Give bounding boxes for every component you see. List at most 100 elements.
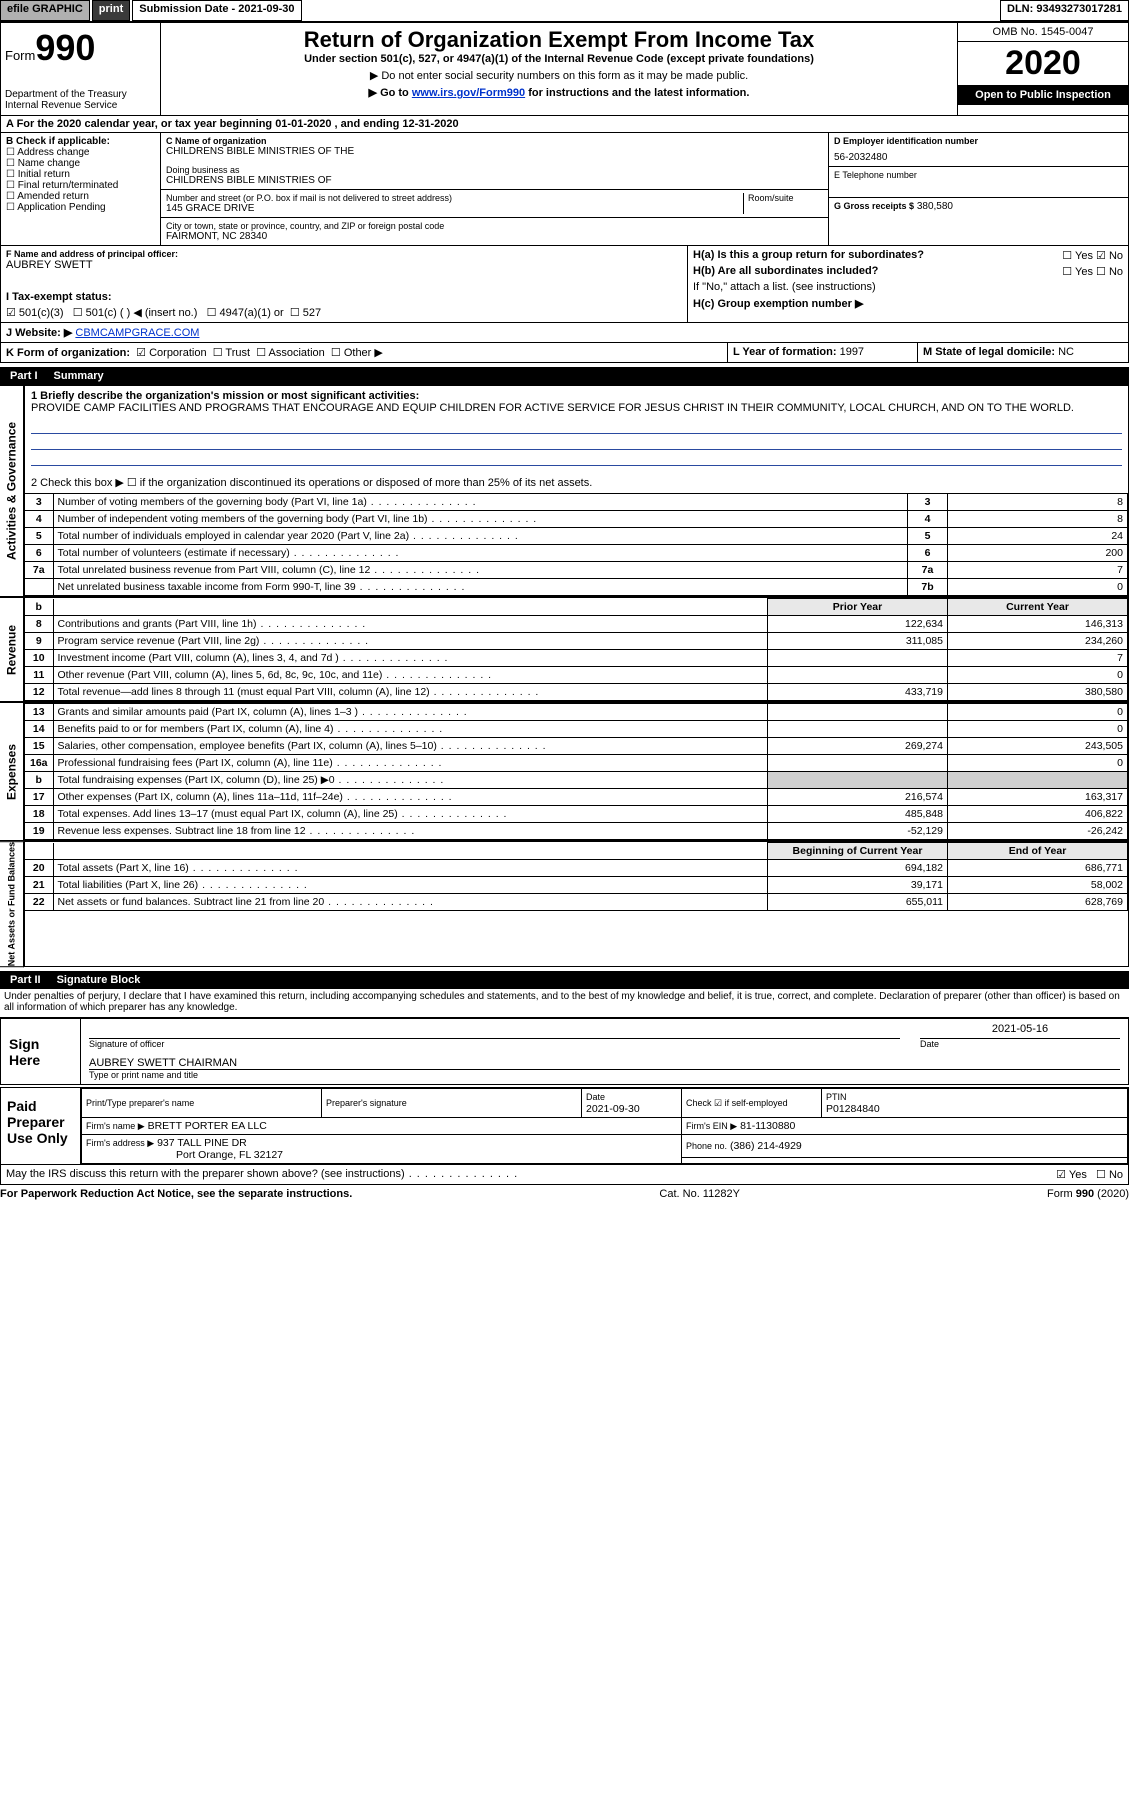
footer-left: For Paperwork Reduction Act Notice, see … — [0, 1188, 352, 1200]
form-word: Form — [5, 48, 35, 63]
chk-name-change[interactable]: Name change — [6, 158, 155, 169]
discuss-yes[interactable]: Yes — [1056, 1169, 1087, 1181]
table-row: 7aTotal unrelated business revenue from … — [25, 562, 1128, 579]
chk-initial-return[interactable]: Initial return — [6, 169, 155, 180]
sign-date: 2021-05-16 — [920, 1023, 1120, 1039]
firm-ein: 81-1130880 — [740, 1120, 795, 1132]
table-row: 3Number of voting members of the governi… — [25, 494, 1128, 511]
section-klm: K Form of organization: Corporation Trus… — [0, 343, 1129, 363]
footer: For Paperwork Reduction Act Notice, see … — [0, 1185, 1129, 1203]
discuss-q: May the IRS discuss this return with the… — [6, 1168, 963, 1181]
mission-text: PROVIDE CAMP FACILITIES AND PROGRAMS THA… — [31, 402, 1122, 414]
form-number: 990 — [35, 27, 95, 68]
signer-name: AUBREY SWETT CHAIRMAN — [89, 1057, 1120, 1070]
table-row: 21Total liabilities (Part X, line 26)39,… — [25, 877, 1128, 894]
subtitle-2: ▶ Do not enter social security numbers o… — [165, 69, 953, 82]
table-row: 10Investment income (Part VIII, column (… — [25, 650, 1128, 667]
hb-yes[interactable]: Yes — [1062, 266, 1093, 278]
chk-trust[interactable]: Trust — [213, 347, 250, 359]
part-ii-title: Signature Block — [51, 972, 147, 988]
paid-preparer-block: Paid Preparer Use Only Print/Type prepar… — [0, 1087, 1129, 1165]
mission-line-3 — [31, 450, 1122, 466]
l-label: L Year of formation: — [733, 346, 837, 358]
end-year-hdr: End of Year — [948, 843, 1128, 860]
city-value: FAIRMONT, NC 28340 — [166, 231, 823, 242]
table-row: 18Total expenses. Add lines 13–17 (must … — [25, 806, 1128, 823]
side-revenue: Revenue — [0, 597, 24, 702]
firm-phone-lbl: Phone no. — [686, 1141, 727, 1151]
q2-text: 2 Check this box ▶ ☐ if the organization… — [31, 476, 1122, 489]
table-row: 14Benefits paid to or for members (Part … — [25, 721, 1128, 738]
side-governance: Activities & Governance — [0, 385, 24, 597]
f-label: F Name and address of principal officer: — [6, 249, 682, 259]
table-row: 17Other expenses (Part IX, column (A), l… — [25, 789, 1128, 806]
discuss-no[interactable]: No — [1096, 1169, 1123, 1181]
prep-date-lbl: Date — [586, 1092, 605, 1102]
ha-no[interactable]: No — [1096, 250, 1123, 262]
chk-assoc[interactable]: Association — [256, 347, 325, 359]
website-link[interactable]: CBMCAMPGRACE.COM — [75, 327, 199, 339]
part-ii-num: Part II — [0, 972, 51, 988]
ptin-val: P01284840 — [826, 1103, 880, 1115]
room-label: Room/suite — [748, 193, 823, 203]
sig-officer-label: Signature of officer — [89, 1039, 900, 1049]
hb-no[interactable]: No — [1096, 266, 1123, 278]
form-header: Form990 Department of the Treasury Inter… — [0, 22, 1129, 116]
chk-address-change[interactable]: Address change — [6, 147, 155, 158]
ein-label: D Employer identification number — [834, 136, 1123, 146]
j-label: J Website: ▶ — [6, 327, 72, 339]
chk-corp[interactable]: Corporation — [136, 347, 206, 359]
i-label: I Tax-exempt status: — [6, 291, 112, 303]
sign-here-block: Sign Here Signature of officer 2021-05-1… — [0, 1017, 1129, 1085]
chk-501c3[interactable]: 501(c)(3) — [6, 307, 64, 319]
governance-table: 3Number of voting members of the governi… — [25, 493, 1128, 596]
chk-other[interactable]: Other ▶ — [331, 347, 383, 359]
table-row: 11Other revenue (Part VIII, column (A), … — [25, 667, 1128, 684]
year-formed: 1997 — [840, 346, 864, 358]
tax-year: 2020 — [958, 42, 1128, 85]
efile-btn[interactable]: efile GRAPHIC — [0, 0, 90, 21]
part-i-title: Summary — [48, 368, 110, 384]
activities-governance: Activities & Governance 1 Briefly descri… — [0, 385, 1129, 597]
dba-label: Doing business as — [166, 165, 823, 175]
expenses-section: Expenses 13Grants and similar amounts pa… — [0, 702, 1129, 841]
signer-name-label: Type or print name and title — [89, 1070, 1120, 1080]
part-i-num: Part I — [0, 368, 48, 384]
table-row: 15Salaries, other compensation, employee… — [25, 738, 1128, 755]
net-assets-section: Net Assets or Fund Balances Beginning of… — [0, 841, 1129, 967]
firm-name-lbl: Firm's name ▶ — [86, 1121, 145, 1131]
table-row: 19Revenue less expenses. Subtract line 1… — [25, 823, 1128, 840]
chk-amended[interactable]: Amended return — [6, 191, 155, 202]
line-a: A For the 2020 calendar year, or tax yea… — [0, 116, 1129, 133]
table-row: 13Grants and similar amounts paid (Part … — [25, 704, 1128, 721]
firm-name: BRETT PORTER EA LLC — [148, 1120, 267, 1132]
prep-date: 2021-09-30 — [586, 1103, 640, 1115]
beg-year-hdr: Beginning of Current Year — [768, 843, 948, 860]
form-link[interactable]: www.irs.gov/Form990 — [412, 87, 525, 99]
revenue-section: Revenue b Prior Year Current Year 8Contr… — [0, 597, 1129, 702]
chk-4947[interactable]: 4947(a)(1) or — [207, 307, 284, 319]
q1-label: 1 Briefly describe the organization's mi… — [31, 390, 1122, 402]
paid-2: Preparer — [7, 1114, 74, 1130]
ha-label: H(a) Is this a group return for subordin… — [693, 249, 924, 261]
dln: DLN: 93493273017281 — [1000, 0, 1129, 21]
officer-name: AUBREY SWETT — [6, 259, 682, 271]
chk-527[interactable]: 527 — [290, 307, 321, 319]
print-btn[interactable]: print — [92, 0, 130, 21]
ha-yes[interactable]: Yes — [1062, 250, 1093, 262]
expenses-table: 13Grants and similar amounts paid (Part … — [25, 703, 1128, 840]
firm-ein-lbl: Firm's EIN ▶ — [686, 1121, 737, 1131]
dept: Department of the Treasury — [5, 89, 127, 100]
chk-501c[interactable]: 501(c) ( ) ◀ (insert no.) — [73, 307, 198, 319]
public-inspection: Open to Public Inspection — [958, 85, 1128, 105]
prep-print-lbl: Print/Type preparer's name — [86, 1098, 194, 1108]
topbar-fill — [302, 0, 1000, 21]
chk-final-return[interactable]: Final return/terminated — [6, 180, 155, 191]
side-net: Net Assets or Fund Balances — [0, 841, 24, 967]
chk-app-pending[interactable]: Application Pending — [6, 202, 155, 213]
goto-post: for instructions and the latest informat… — [525, 87, 749, 99]
paid-3: Use Only — [7, 1130, 74, 1146]
ein-value: 56-2032480 — [834, 152, 1123, 163]
gross-label: G Gross receipts $ — [834, 201, 914, 211]
hc-label: H(c) Group exemption number ▶ — [693, 297, 1123, 310]
